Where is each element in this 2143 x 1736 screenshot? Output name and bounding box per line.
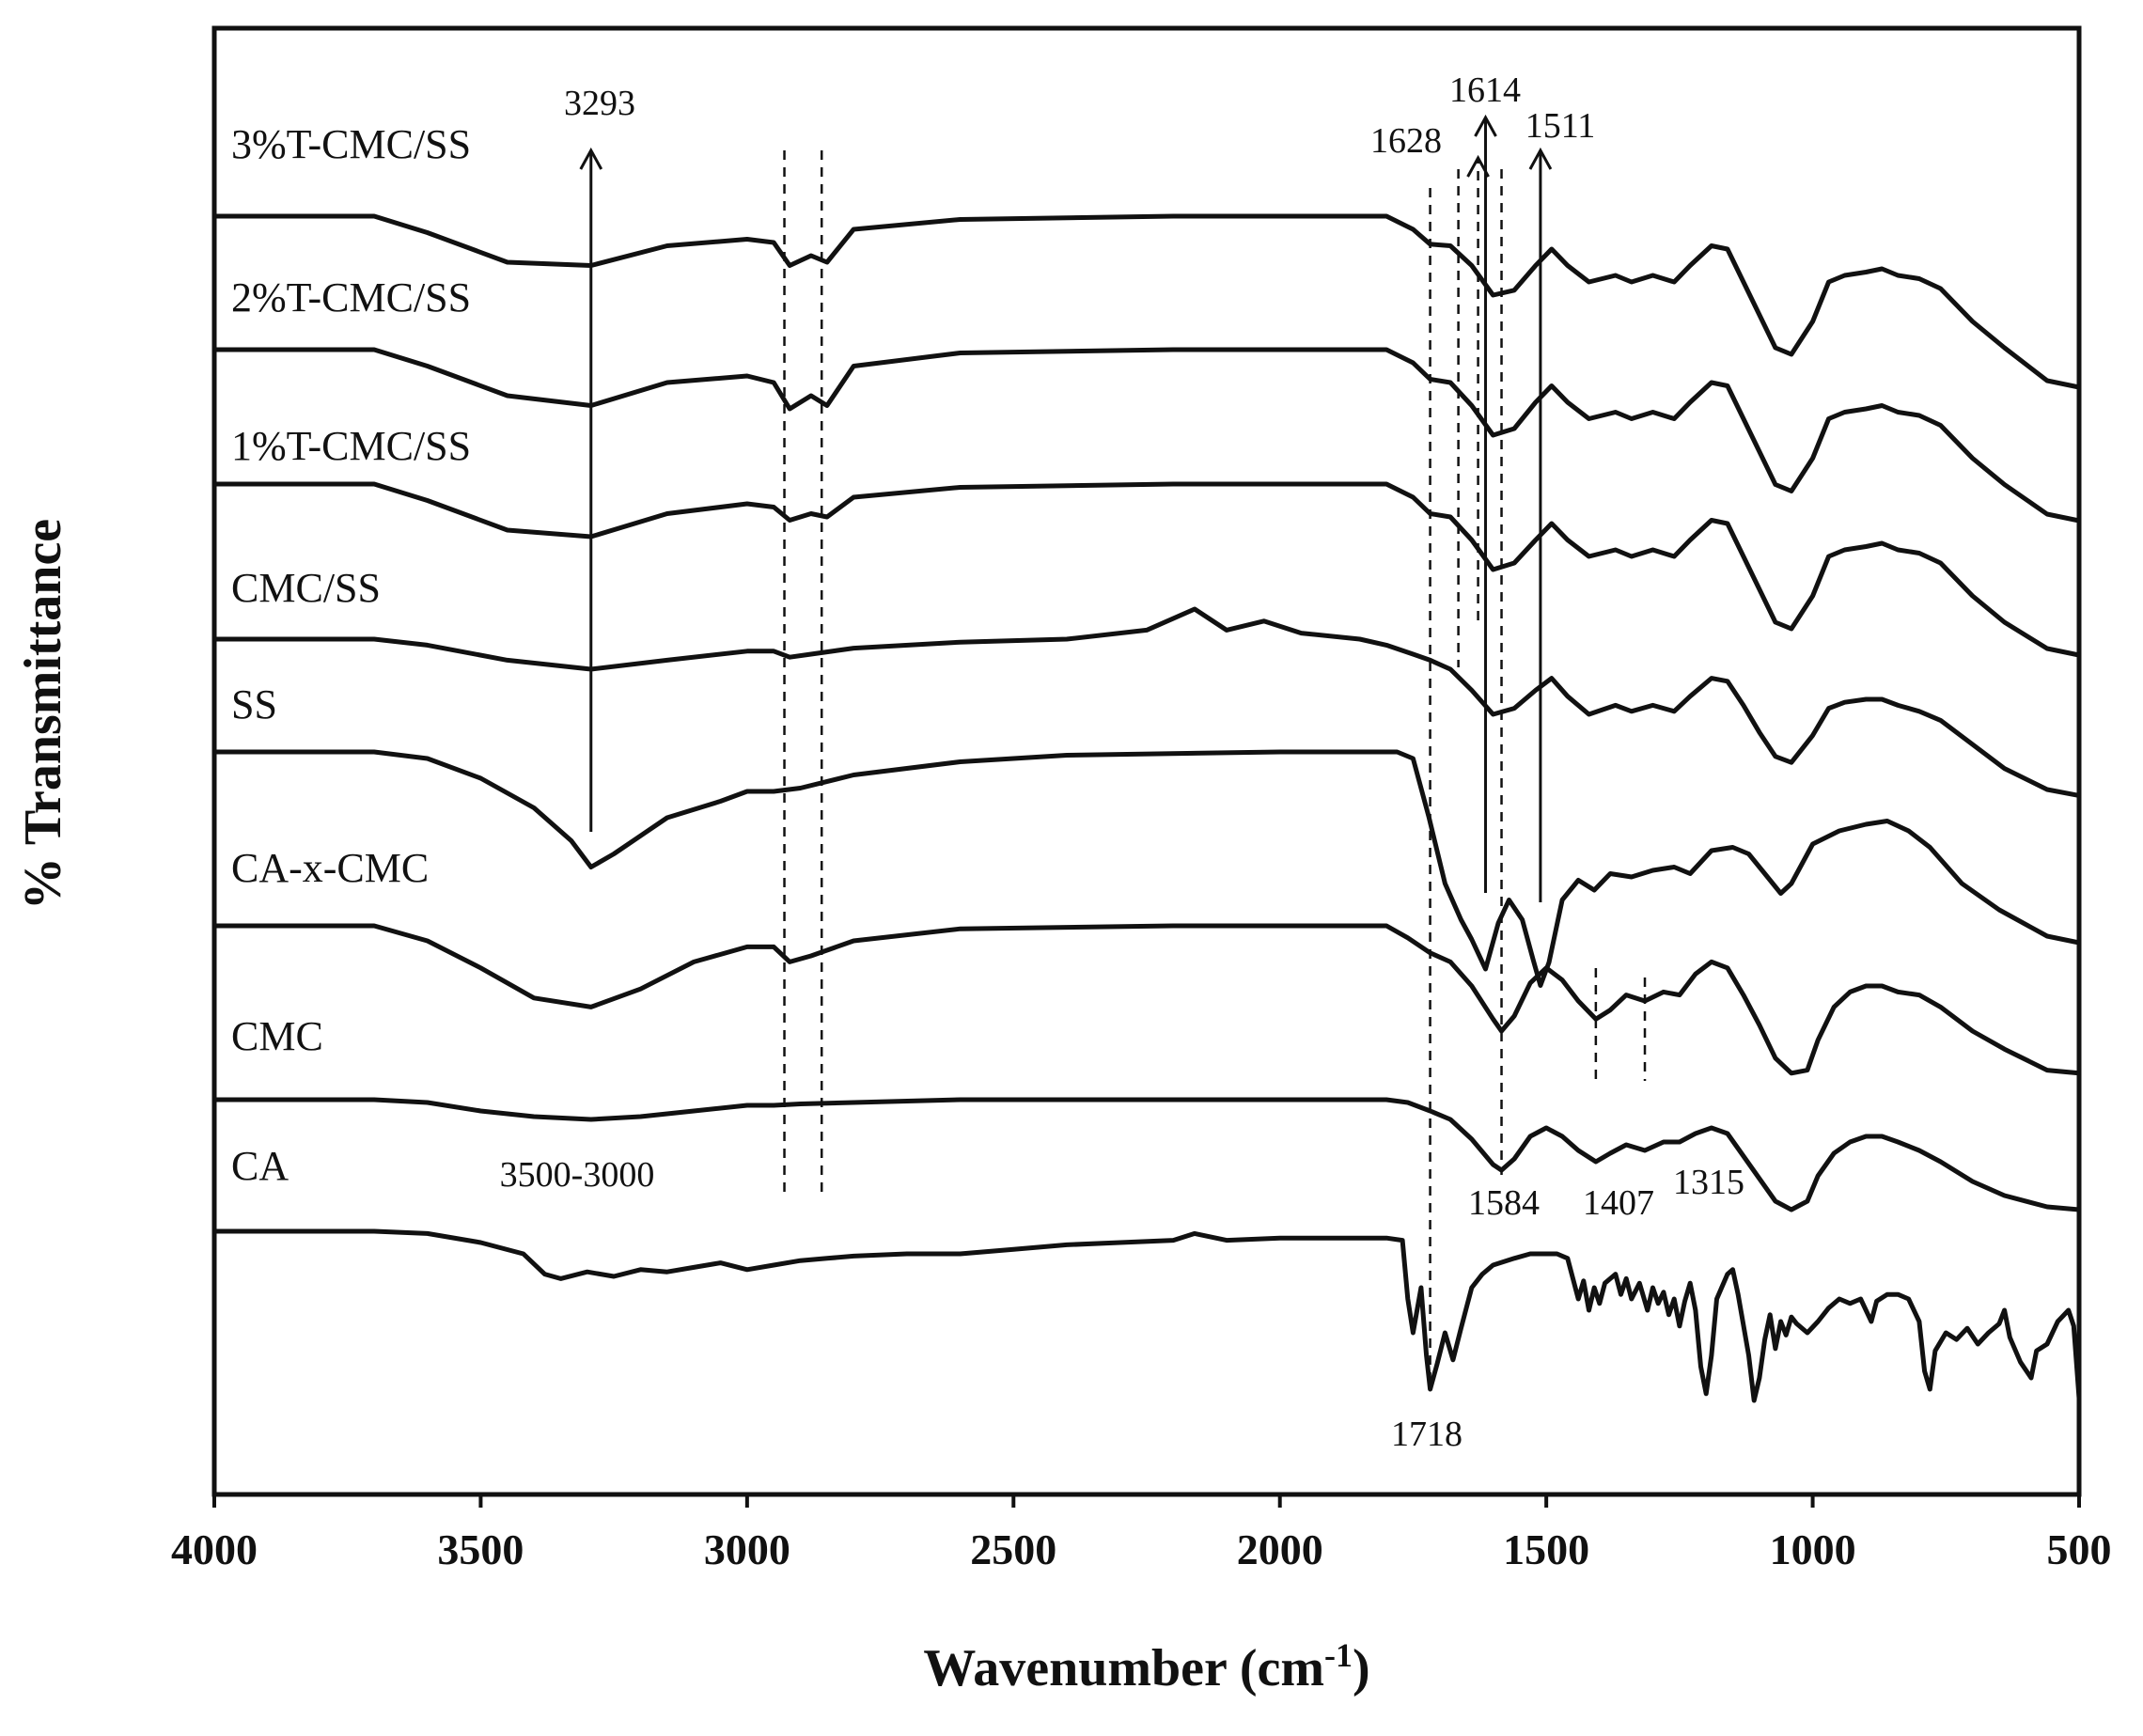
spectrum-line <box>211 606 2082 798</box>
x-tick-label: 1500 <box>1503 1525 1589 1573</box>
peak-label: 1584 <box>1468 1183 1540 1223</box>
peak-label: 1407 <box>1583 1183 1654 1223</box>
x-tick-label: 4000 <box>171 1525 258 1573</box>
peak-label: 1511 <box>1525 106 1596 146</box>
peak-label: 1614 <box>1449 70 1521 110</box>
series-label: 3%T-CMC/SS <box>231 121 471 167</box>
series-label: 1%T-CMC/SS <box>231 423 471 469</box>
peak-label: 1718 <box>1391 1415 1463 1454</box>
arrow-head <box>579 147 603 170</box>
series-label: 2%T-CMC/SS <box>231 274 471 321</box>
x-tick-label: 500 <box>2047 1525 2112 1573</box>
y-axis-title: % Transmittance <box>14 519 72 910</box>
x-tick-label: 2000 <box>1237 1525 1323 1573</box>
spectrum-line <box>211 481 2082 658</box>
spectra-group <box>211 213 2082 1403</box>
series-label: CMC <box>231 1013 323 1059</box>
x-tick-label: 1000 <box>1770 1525 1856 1573</box>
series-label: CA-x-CMC <box>231 845 429 891</box>
x-tick-label: 3500 <box>437 1525 524 1573</box>
series-label: CA <box>231 1143 289 1189</box>
peak-label: 3293 <box>564 84 635 123</box>
peak-label: 1315 <box>1673 1163 1744 1202</box>
x-tick-label: 3000 <box>704 1525 790 1573</box>
spectrum-line <box>211 749 2082 988</box>
reference-lines <box>783 150 1647 1382</box>
spectrum-line <box>211 213 2082 390</box>
spectrum-line <box>211 1097 2082 1212</box>
series-labels: 3%T-CMC/SS 2%T-CMC/SS 1%T-CMC/SS CMC/SS SS CA… <box>231 121 471 1189</box>
plot-frame <box>211 25 2082 1497</box>
x-axis: 4000 3500 3000 2500 2000 1500 1000 500 <box>171 1494 2112 1573</box>
peak-label: 3500-3000 <box>500 1155 655 1195</box>
arrow-head <box>1528 147 1553 170</box>
arrow-head <box>1474 114 1497 137</box>
peak-label: 1628 <box>1370 121 1442 161</box>
spectrum-line <box>211 923 2082 1076</box>
series-label: SS <box>231 681 277 727</box>
spectrum-line <box>211 347 2082 524</box>
x-tick-label: 2500 <box>970 1525 1056 1573</box>
spectrum-line <box>211 1228 2082 1403</box>
x-axis-title: Wavenumber (cm-1) <box>923 1636 1369 1697</box>
series-label: CMC/SS <box>231 565 381 611</box>
